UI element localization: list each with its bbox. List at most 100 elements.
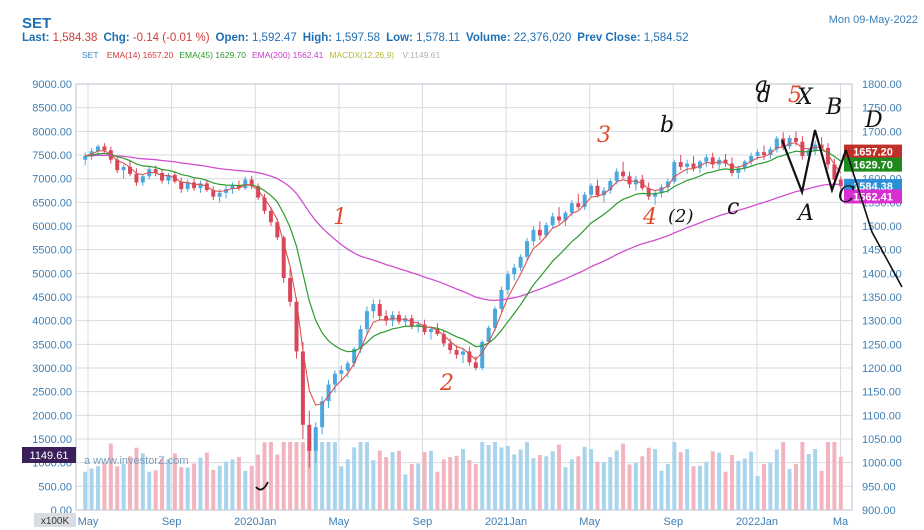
wave-label: 4 [642,205,657,230]
candle-body [313,427,318,451]
volume-bar [665,464,670,510]
candle-body [710,157,715,165]
volume-bar [755,476,760,510]
candle-body [723,159,728,164]
volume-bar [678,452,683,510]
ema14-line [85,142,842,406]
candle-body [320,401,325,428]
quote-date: Mon 09-May-2022 [828,14,918,26]
quote-label: Low: [386,32,417,44]
price-tag: 1629.70 [853,160,893,172]
candle-body [435,329,440,334]
candle-body [352,349,357,364]
volume-bar [294,442,299,510]
candle-body [729,163,734,173]
volume-bar [768,462,773,510]
candle-body [467,351,472,363]
volume-bar [409,464,414,510]
volume-bar [416,463,421,510]
candle-body [198,183,203,189]
volume-bar [717,452,722,510]
y-left-tick: 500.00 [38,481,72,493]
volume-bar [108,443,113,510]
volume-bar [256,454,261,510]
volume-bar [377,450,382,510]
candle-body [166,174,171,181]
volume-bar [396,450,401,510]
candle-body [589,185,594,195]
y-right-tick: 1400.00 [862,268,902,280]
volume-bar [800,442,805,510]
y-left-tick: 9000.00 [32,79,72,91]
quote-line: Last: 1,584.38 Chg: -0.14 (-0.01 %) Open: … [22,32,695,44]
wave-label: c [727,195,739,220]
candle-body [793,137,798,142]
price-tag-bg [844,157,902,172]
volume-bar [550,451,555,510]
candle-body [832,164,837,180]
volume-layer [83,442,843,510]
candle-body [614,171,619,182]
volume-bar [224,461,229,510]
candle-body [307,424,312,451]
volume-bar [160,459,165,510]
y-right-tick: 900.00 [862,505,896,517]
price-tag: 1657.20 [853,147,893,159]
candle-body [128,166,133,174]
x-tick-label: Sep [664,516,684,528]
annotation-projection [845,149,903,288]
y-right-tick: 1150.00 [862,387,901,399]
volume-bar [352,447,357,510]
wave-label: 2 [439,371,454,396]
y-left-tick: 7000.00 [32,174,72,186]
candle-body [268,210,273,223]
volume-bar [403,474,408,510]
wave-label: B [825,95,842,120]
candle-body [134,173,139,183]
x-tick-label: 2020Jan [234,516,276,528]
volume-bar [332,442,337,510]
y-right-tick: 950.00 [862,481,896,493]
candle-body [275,222,280,238]
y-left-tick: 7500.00 [32,150,72,162]
volume-bar [140,453,145,510]
candle-body [153,169,158,173]
candle-body [403,318,408,322]
y-left-tick: 8000.00 [32,126,72,138]
volume-bar [774,449,779,510]
legend-entry: EMA(45) 1629.70 [179,50,246,60]
volume-bar [826,442,830,510]
volume-bar [537,455,542,510]
candle-body [448,343,453,351]
candle-body [819,144,824,148]
wave-label: C [838,183,855,208]
candle-body [512,267,517,275]
candle-body [736,168,741,173]
volume-bar [672,442,677,510]
candle-body [653,192,658,197]
candle-body [256,186,261,198]
candle-body [595,185,600,196]
chart-header: SET Mon 09-May-2022 Last: 1,584.38 Chg: -… [0,0,924,62]
volume-bar [102,463,107,510]
candle-body [332,373,337,385]
volume-bar [390,452,395,510]
quote-label: Prev Close: [577,32,644,44]
candle-body [480,341,485,368]
candle-body [384,315,389,321]
candle-body [461,351,465,355]
candle-body [371,304,376,312]
candle-body [377,304,382,316]
y-left-tick: 4000.00 [32,316,72,328]
volume-bar [281,442,286,510]
volume-bar [345,459,350,510]
candle-body [672,162,677,182]
candle-body [230,185,235,190]
volume-bar [627,464,632,510]
price-chart[interactable]: 9000.00 1800.00 8500.00 1750.00 8000.00 1700.… [0,62,924,530]
wave-label: 1 [333,205,347,230]
candle-body [236,185,241,189]
candle-body [704,157,709,162]
candle-body [262,197,267,211]
candle-body [691,163,696,169]
